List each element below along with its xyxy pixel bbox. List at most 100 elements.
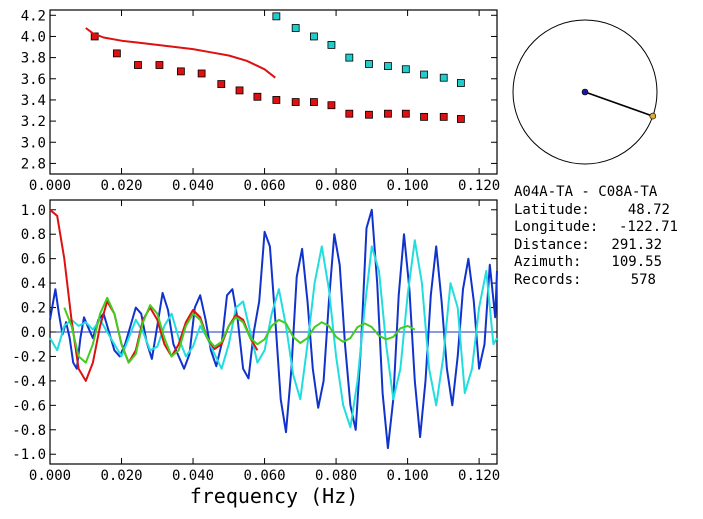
data-point: [112, 49, 121, 58]
data-point: [272, 12, 281, 21]
dispersion-plot-frame: [49, 9, 498, 175]
azimuth-value: 109.55: [611, 254, 662, 271]
records-value: 578: [630, 271, 656, 288]
dispersion-x-ticks: 0.000 0.020 0.040 0.060 0.080 0.100 0.120: [29, 10, 500, 194]
x-tick-label: 0.060: [243, 468, 285, 484]
distance-label: Distance:: [514, 236, 590, 253]
x-tick-label: 0.120: [458, 178, 500, 194]
data-point: [420, 70, 428, 79]
series-line-1: [49, 239, 498, 429]
data-point: [420, 112, 428, 121]
x-tick-label: 0.080: [315, 178, 357, 194]
x-tick-label: 0.020: [100, 468, 142, 484]
y-tick-label: 0.2: [21, 301, 46, 317]
data-point: [134, 61, 142, 69]
data-point: [155, 61, 164, 69]
data-point: [327, 101, 336, 110]
x-tick-label: 0.100: [387, 178, 429, 194]
distance-row: Distance: 291.32: [514, 237, 699, 255]
azimuth-row: Azimuth: 109.55: [514, 254, 699, 272]
data-point: [401, 65, 410, 74]
x-tick-label: 0.100: [387, 468, 429, 484]
data-point: [291, 98, 300, 106]
data-point: [456, 115, 465, 123]
x-tick-label: 0.020: [100, 178, 142, 194]
data-point: [310, 98, 318, 106]
y-tick-label: 2.8: [21, 156, 46, 172]
x-tick-label: 0.040: [172, 468, 214, 484]
data-point: [197, 69, 206, 78]
station-pair: A04A-TA - C08A-TA: [514, 184, 699, 202]
x-tick-label: 0.060: [243, 178, 285, 194]
x-tick-label: 0.000: [29, 468, 71, 484]
x-axis-label: frequency (Hz): [190, 484, 359, 508]
azimuth-direction-line: [584, 91, 654, 117]
series-line-2: [85, 27, 276, 79]
y-tick-label: 3.4: [21, 93, 46, 109]
x-tick-label: 0.040: [172, 178, 214, 194]
records-label: Records:: [514, 271, 582, 288]
x-tick-label: 0.080: [315, 468, 357, 484]
data-point: [439, 73, 448, 82]
y-tick-label: -0.8: [12, 423, 46, 439]
data-point: [384, 62, 392, 70]
y-tick-label: 0.0: [21, 325, 46, 341]
y-tick-label: 0.8: [21, 227, 46, 243]
dispersion-y-ticks: 2.8 3.0 3.2 3.4 3.6 3.8 4.0 4.2: [21, 8, 497, 172]
receiver-station-dot: [649, 112, 657, 120]
data-point: [235, 86, 244, 95]
azimuth-circle: [512, 19, 658, 165]
y-tick-label: 1.0: [21, 203, 46, 219]
data-point: [291, 24, 300, 32]
y-tick-label: 3.6: [21, 72, 46, 88]
y-tick-label: 3.2: [21, 114, 46, 130]
data-point: [365, 110, 373, 119]
y-tick-label: 0.6: [21, 252, 46, 268]
y-tick-label: -0.6: [12, 398, 46, 414]
longitude-row: Longitude: -122.71: [514, 219, 699, 237]
data-point: [365, 60, 373, 68]
latitude-row: Latitude: 48.72: [514, 202, 699, 220]
data-point: [345, 53, 354, 62]
data-point: [176, 67, 185, 76]
data-point: [310, 32, 318, 41]
x-tick-label: 0.000: [29, 178, 71, 194]
azimuth-label: Azimuth:: [514, 254, 582, 271]
longitude-label: Longitude:: [514, 219, 599, 236]
y-tick-label: 3.8: [21, 51, 46, 67]
azimuth-diagram: [512, 19, 658, 165]
y-tick-label: -0.4: [12, 374, 46, 390]
data-point: [217, 80, 226, 88]
data-point: [456, 79, 465, 87]
y-tick-label: 3.0: [21, 135, 46, 151]
spectrum-x-ticks: 0.000 0.020 0.040 0.060 0.080 0.100 0.120: [29, 200, 500, 484]
station-info-panel: A04A-TA - C08A-TA Latitude: 48.72 Longitu…: [514, 184, 699, 290]
y-tick-label: 0.4: [21, 276, 46, 292]
y-tick-label: -0.2: [12, 349, 46, 365]
series-line-3: [63, 296, 416, 364]
spectrum-series: [49, 208, 498, 450]
longitude-value: -122.71: [618, 219, 678, 236]
distance-value: 291.32: [611, 236, 662, 253]
data-point: [272, 96, 281, 104]
data-point: [327, 41, 336, 49]
data-point: [345, 109, 354, 118]
latitude-label: Latitude:: [514, 201, 590, 218]
data-point: [253, 92, 262, 101]
station-pair-text: A04A-TA - C08A-TA: [514, 184, 658, 200]
spectrum-panel: 0.000 0.020 0.040 0.060 0.080 0.100 0.120 -1.0…: [12, 199, 500, 508]
x-tick-label: 0.120: [458, 468, 500, 484]
y-tick-label: -1.0: [12, 447, 46, 463]
records-row: Records: 578: [514, 272, 699, 290]
dispersion-series: [85, 12, 465, 123]
spectrum-y-ticks: -1.0 -0.8 -0.6 -0.4 -0.2 0.0 0.2 0.4 0.6 0.8 1.0: [12, 203, 497, 463]
latitude-value: 48.72: [627, 201, 670, 218]
dispersion-panel: 0.000 0.020 0.040 0.060 0.080 0.100 0.120 2.8 3…: [21, 8, 500, 194]
y-tick-label: 4.2: [21, 8, 46, 24]
data-point: [439, 112, 448, 121]
source-station-dot: [581, 88, 589, 96]
data-point: [401, 109, 410, 118]
data-point: [384, 109, 392, 118]
y-tick-label: 4.0: [21, 29, 46, 45]
